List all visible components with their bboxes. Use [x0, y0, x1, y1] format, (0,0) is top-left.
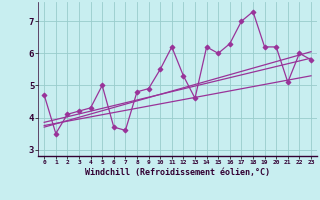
Point [192, 97, 197, 100]
Point [204, 45, 209, 49]
Point [227, 42, 232, 45]
Point [123, 129, 128, 132]
Point [262, 45, 267, 49]
Point [88, 106, 93, 109]
Point [100, 84, 105, 87]
Point [42, 93, 47, 97]
Point [146, 87, 151, 90]
Point [53, 132, 58, 135]
Point [239, 20, 244, 23]
Point [169, 45, 174, 49]
Point [251, 10, 256, 13]
Point [297, 52, 302, 55]
Point [65, 113, 70, 116]
X-axis label: Windchill (Refroidissement éolien,°C): Windchill (Refroidissement éolien,°C) [85, 168, 270, 177]
Point [285, 81, 290, 84]
Point [76, 109, 82, 113]
Point [181, 74, 186, 77]
Point [134, 90, 140, 93]
Point [158, 68, 163, 71]
Point [274, 45, 279, 49]
Point [308, 58, 314, 61]
Point [216, 52, 221, 55]
Point [111, 126, 116, 129]
